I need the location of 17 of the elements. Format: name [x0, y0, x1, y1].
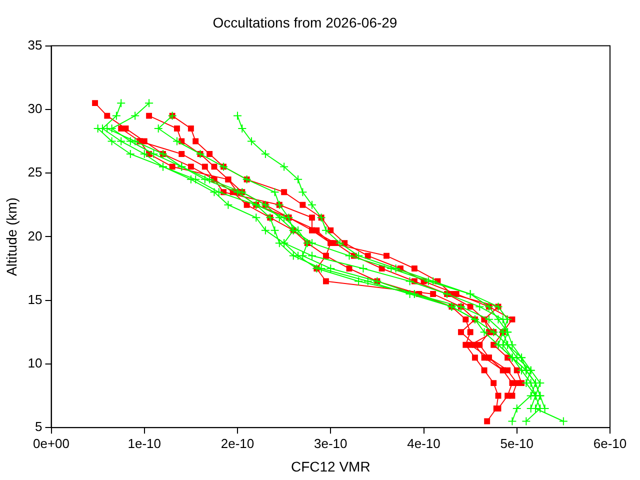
y-axis-title: Altitude (km) — [3, 197, 20, 276]
x-tick-label: 5e-10 — [500, 436, 534, 451]
x-tick-label: 6e-10 — [593, 436, 627, 451]
x-tick-label: 0e+00 — [33, 436, 70, 451]
y-tick-label: 25 — [28, 164, 42, 180]
y-tick-label: 35 — [28, 37, 42, 52]
x-tick-label: 4e-10 — [407, 436, 440, 451]
y-tick-label: 15 — [28, 292, 42, 307]
y-tick-label: 10 — [28, 356, 42, 371]
x-tick-label: 2e-10 — [220, 436, 254, 451]
x-axis-title: CFC12 VMR — [290, 458, 370, 474]
y-tick-label: 30 — [28, 101, 42, 116]
chart-title: Occultations from 2026-06-29 — [212, 14, 398, 30]
x-tick-label: 3e-10 — [314, 436, 348, 451]
x-tick-label: 1e-10 — [128, 436, 162, 451]
y-tick-label: 20 — [28, 228, 42, 244]
y-tick-label: 5 — [35, 419, 42, 434]
